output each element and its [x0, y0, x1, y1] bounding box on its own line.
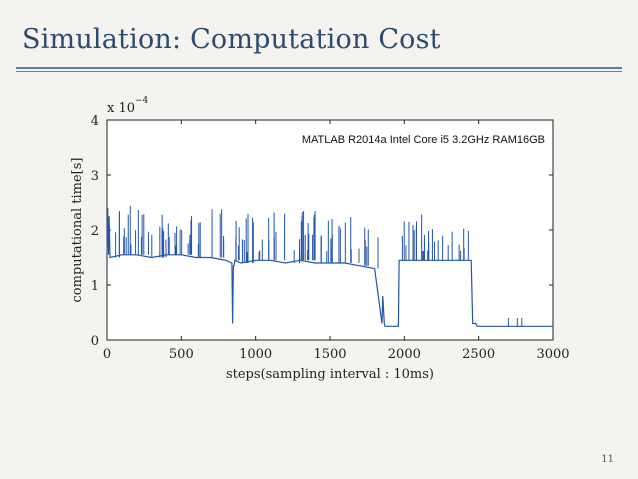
- x-tick-label: 3000: [536, 347, 569, 362]
- y-tick-label: 3: [91, 169, 99, 184]
- x-tick-label: 2000: [388, 347, 421, 362]
- y-tick-label: 1: [91, 279, 99, 294]
- y-scale-label: x 10: [107, 101, 135, 116]
- x-axis-label: steps(sampling interval : 10ms): [226, 367, 434, 382]
- x-tick-label: 1000: [239, 347, 272, 362]
- plot-frame: [106, 119, 554, 341]
- x-tick-label: 500: [169, 347, 194, 362]
- y-scale-exponent: −4: [135, 96, 149, 106]
- series-line: [106, 207, 553, 327]
- y-axis-label: computational time[s]: [70, 158, 85, 303]
- chart-annotation: MATLAB R2014a Intel Core i5 3.2GHz RAM16…: [302, 134, 545, 146]
- x-tick-label: 1500: [313, 347, 346, 362]
- x-tick-label: 0: [103, 347, 111, 362]
- x-tick-label: 2500: [462, 347, 495, 362]
- y-tick-label: 4: [91, 114, 99, 129]
- page-number: 11: [601, 454, 614, 465]
- slide-title: Simulation: Computation Cost: [22, 24, 441, 55]
- title-rule-thin: [16, 71, 622, 72]
- y-tick-label: 0: [91, 334, 99, 349]
- y-tick-label: 2: [91, 224, 99, 239]
- title-rule-thick: [16, 67, 622, 69]
